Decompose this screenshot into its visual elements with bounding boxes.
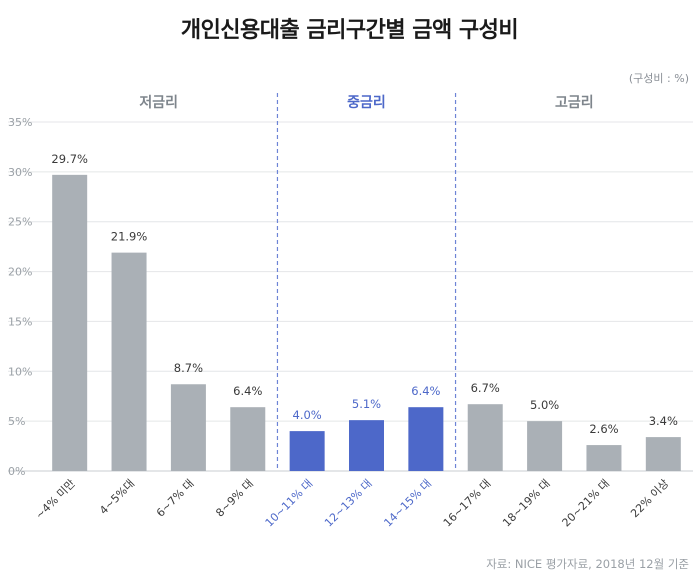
bar: [230, 407, 266, 471]
x-category-label: 22% 이상: [628, 477, 671, 520]
group-label: 저금리: [139, 95, 178, 111]
group-label: 중금리: [347, 95, 386, 111]
bar: [527, 421, 563, 471]
value-label: 8.7%: [174, 361, 203, 375]
bar: [170, 384, 206, 471]
value-label: 5.0%: [530, 398, 559, 412]
group-label: 고금리: [555, 95, 594, 111]
bar: [586, 445, 622, 471]
bar: [349, 420, 384, 471]
bar: [52, 174, 88, 471]
group-dividers: [276, 93, 457, 471]
value-label: 3.4%: [649, 414, 678, 428]
unit-note: (구성비 : %): [628, 72, 689, 85]
value-label: 5.1%: [352, 397, 381, 411]
x-category-label: 8~9% 대: [213, 477, 256, 520]
value-label: 6.4%: [411, 384, 440, 398]
value-label: 21.9%: [111, 230, 148, 244]
source-note: 자료: NICE 평가자료, 2018년 12월 기준: [486, 557, 689, 571]
y-tick-label: 5%: [8, 415, 25, 428]
bar: [408, 407, 444, 471]
bar: [467, 404, 503, 471]
y-tick-label: 35%: [8, 116, 32, 129]
x-category-label: 12~13% 대: [322, 477, 375, 530]
x-category-label: 10~11% 대: [263, 477, 316, 530]
bar: [289, 431, 325, 471]
value-label: 29.7%: [51, 152, 88, 166]
grid-lines: [8, 121, 693, 472]
y-tick-label: 15%: [8, 315, 32, 328]
x-category-label: ~4% 미만: [33, 477, 78, 522]
bar: [111, 252, 147, 471]
x-category-label: 14~15% 대: [381, 477, 434, 530]
y-tick-label: 25%: [8, 216, 32, 229]
bar: [645, 437, 681, 471]
y-tick-label: 10%: [8, 365, 32, 378]
y-tick-label: 30%: [8, 166, 32, 179]
value-label: 6.4%: [233, 384, 262, 398]
x-category-label: 16~17% 대: [441, 477, 494, 530]
y-axis-ticks: 0% 5% 10% 15% 20% 25% 30% 35%: [8, 116, 32, 478]
group-labels: 저금리 중금리 고금리: [139, 95, 593, 111]
chart-title: 개인신용대출 금리구간별 금액 구성비: [180, 18, 519, 43]
y-tick-label: 0%: [8, 465, 25, 478]
x-category-label: 18~19% 대: [500, 477, 553, 530]
x-category-label: 4~5%대: [97, 477, 137, 517]
bars: [52, 174, 681, 471]
x-category-label: 20~21% 대: [560, 477, 613, 530]
x-category-label: 6~7% 대: [154, 477, 197, 520]
y-tick-label: 20%: [8, 266, 32, 279]
value-label: 2.6%: [589, 422, 618, 436]
value-labels: 29.7% 21.9% 8.7% 6.4% 4.0% 5.1% 6.4% 6.7% 5.0% 2.…: [51, 152, 678, 436]
value-label: 4.0%: [293, 408, 322, 422]
value-label: 6.7%: [471, 381, 500, 395]
